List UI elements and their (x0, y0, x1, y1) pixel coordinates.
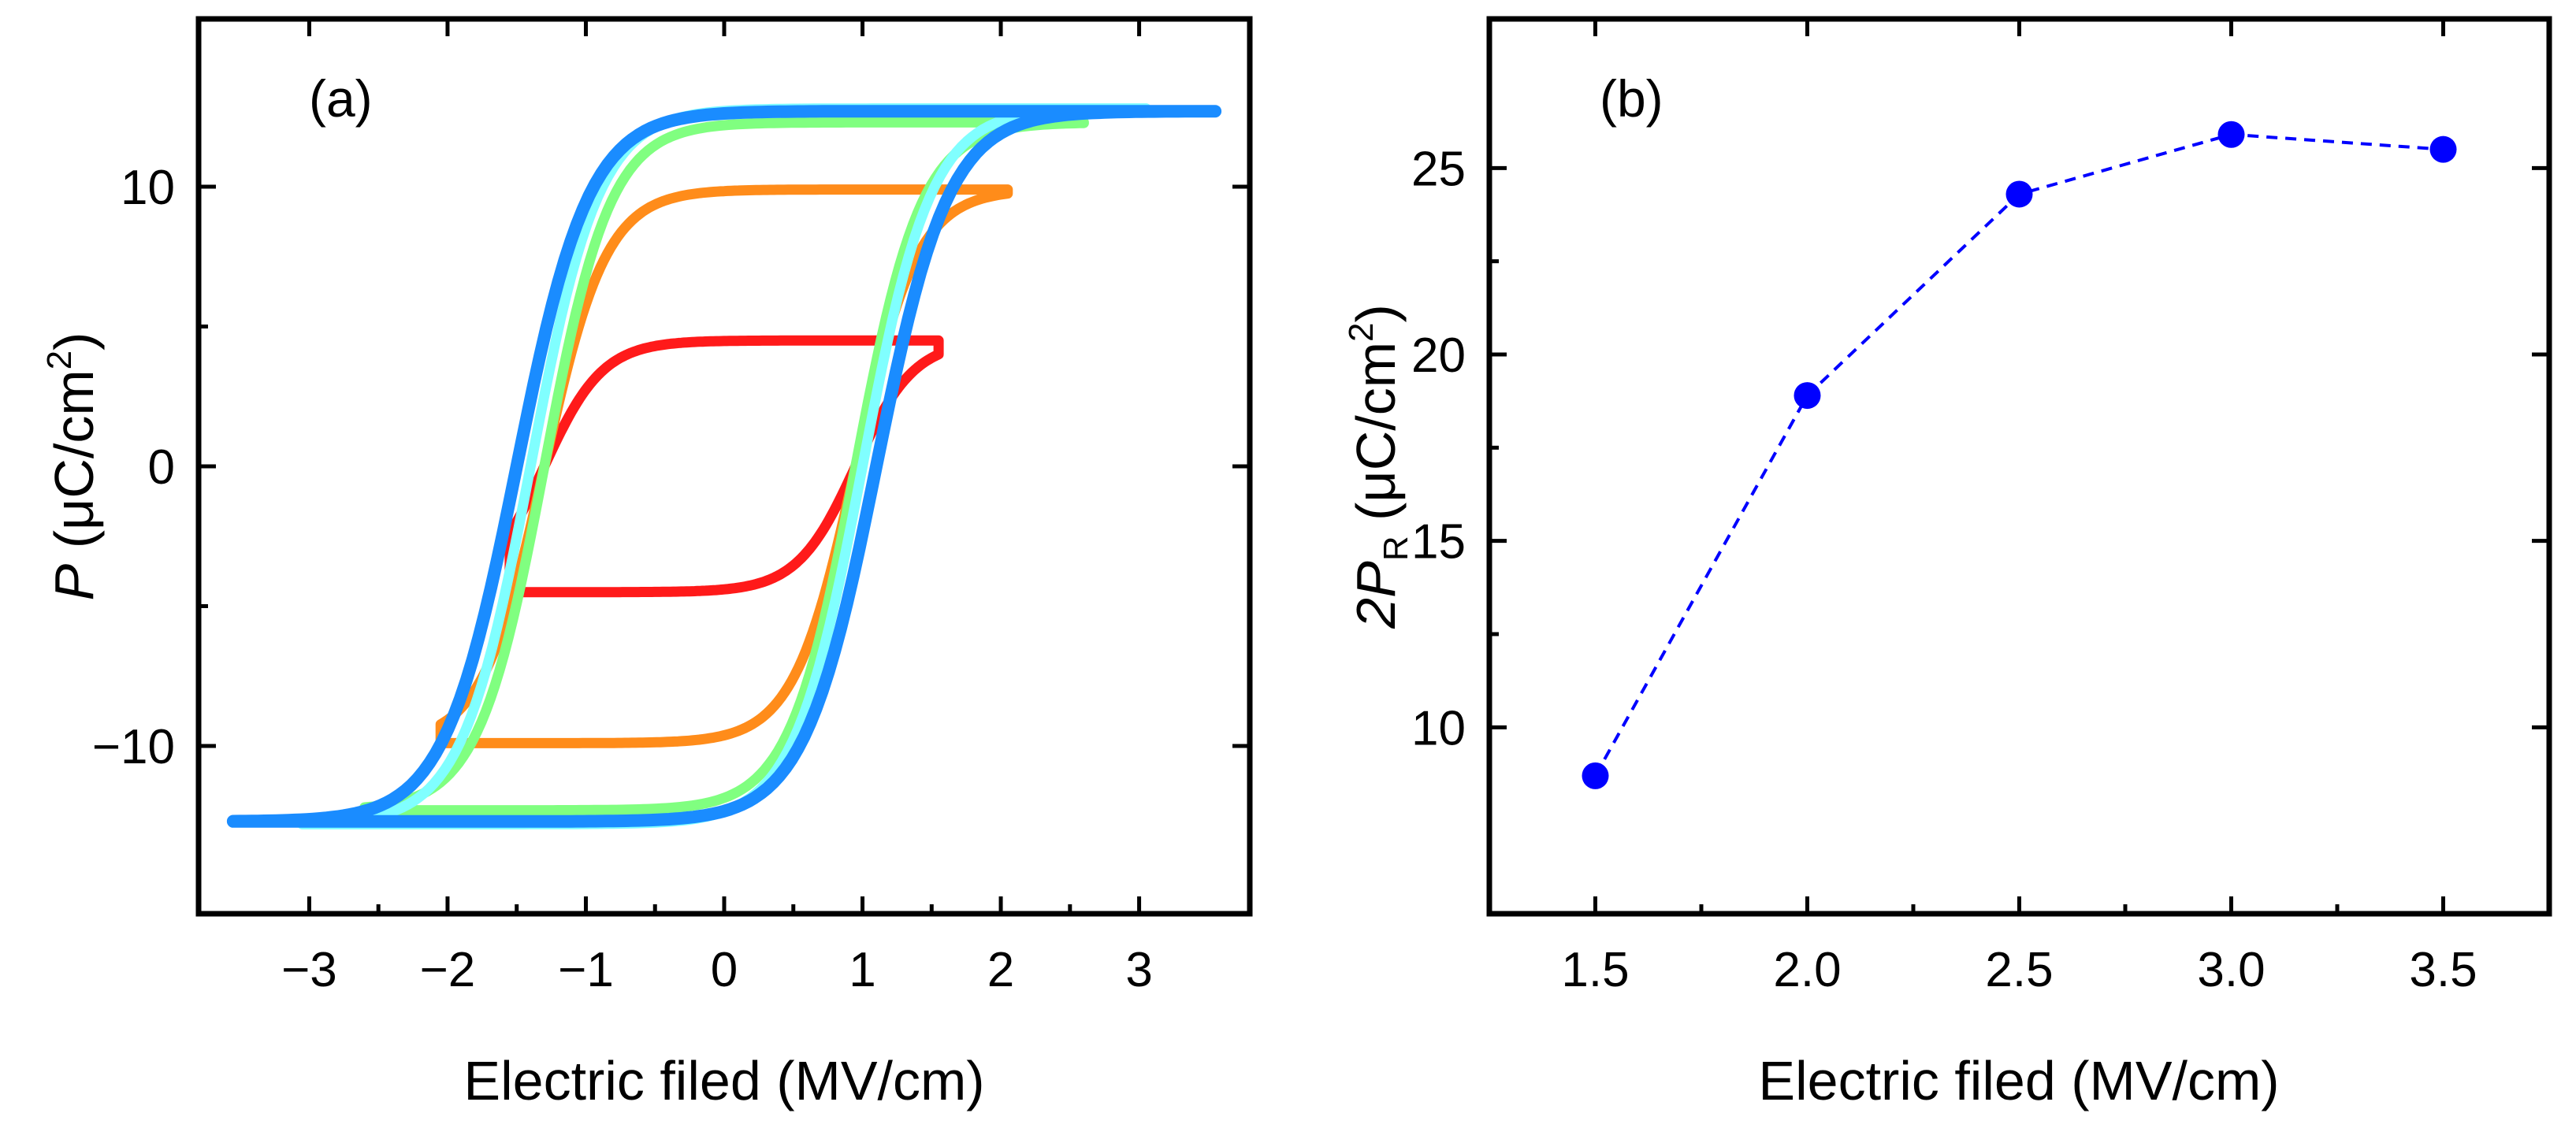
data-point (2429, 135, 2457, 163)
x-axis-title-b: Electric filed (MV/cm) (1758, 1050, 2279, 1111)
panel-label-b: (b) (1600, 69, 1663, 128)
a-x-tick-label: 2 (987, 943, 1014, 997)
x-axis-title-a: Electric filed (MV/cm) (463, 1050, 984, 1111)
plot-frame-b (1486, 16, 2552, 917)
data-point (2217, 121, 2245, 148)
data-point (2005, 180, 2033, 208)
b-y-tick-label: 25 (1411, 142, 1466, 196)
a-x-tick-label: 1 (849, 943, 875, 997)
y-axis-unit-close-a: ) (43, 332, 105, 351)
b-x-tick-label: 3.0 (2197, 943, 2265, 997)
ticks-b: 1.5 2.0 2.5 3.0 3.5 10 15 20 25 (1411, 19, 2549, 997)
y-axis-unit-a: (μC/cm (43, 369, 105, 563)
a-x-tick-label: −3 (281, 943, 337, 997)
a-x-tick-label: 0 (711, 943, 738, 997)
hysteresis-curves (226, 103, 1222, 829)
y-axis-prefix-b: 2 (1345, 598, 1407, 629)
plot-frame-a (195, 16, 1253, 917)
panel-label-a: (a) (309, 69, 373, 128)
data-point (1794, 382, 1821, 410)
b-y-tick-label: 10 (1411, 701, 1466, 755)
hysteresis-loop-1 (504, 335, 944, 598)
a-x-tick-label: −1 (558, 943, 614, 997)
a-x-tick-label: 3 (1125, 943, 1152, 997)
a-y-tick-label: 10 (121, 161, 175, 215)
b-x-tick-label: 2.5 (1985, 943, 2053, 997)
y-axis-title-a: P (μC/cm2) (40, 332, 105, 601)
a-x-tick-label: −2 (420, 943, 476, 997)
panel-b: 1.5 2.0 2.5 3.0 3.5 10 15 20 25 (b) Electric fil… (1342, 16, 2552, 1111)
data-point (1582, 762, 1609, 789)
y-axis-sub-b: R (1377, 536, 1415, 561)
y-axis-unit-sup-a: 2 (40, 351, 79, 369)
remanent-polarization-series (1582, 121, 2457, 789)
hysteresis-loop-2 (435, 184, 1013, 748)
y-axis-unit-close-b: ) (1345, 304, 1407, 322)
y-axis-symbol-a: P (43, 563, 105, 600)
hysteresis-loop-4 (297, 103, 1151, 829)
hysteresis-loop-3 (359, 117, 1089, 816)
a-y-tick-label: −10 (92, 720, 175, 774)
y-axis-unit-b: (μC/cm (1345, 342, 1407, 536)
b-y-tick-label: 20 (1411, 328, 1466, 383)
hysteresis-loop-5 (226, 105, 1222, 828)
a-y-tick-label: 0 (148, 440, 175, 495)
dashed-connector-line (1593, 132, 2444, 777)
y-axis-title-b: 2PR (μC/cm2) (1342, 304, 1415, 629)
b-x-tick-label: 1.5 (1561, 943, 1629, 997)
b-x-tick-label: 2.0 (1773, 943, 1841, 997)
b-y-tick-label: 15 (1411, 515, 1466, 570)
y-axis-symbol-b: P (1345, 561, 1407, 598)
b-x-tick-label: 3.5 (2409, 943, 2477, 997)
y-axis-unit-sup-b: 2 (1342, 323, 1381, 342)
